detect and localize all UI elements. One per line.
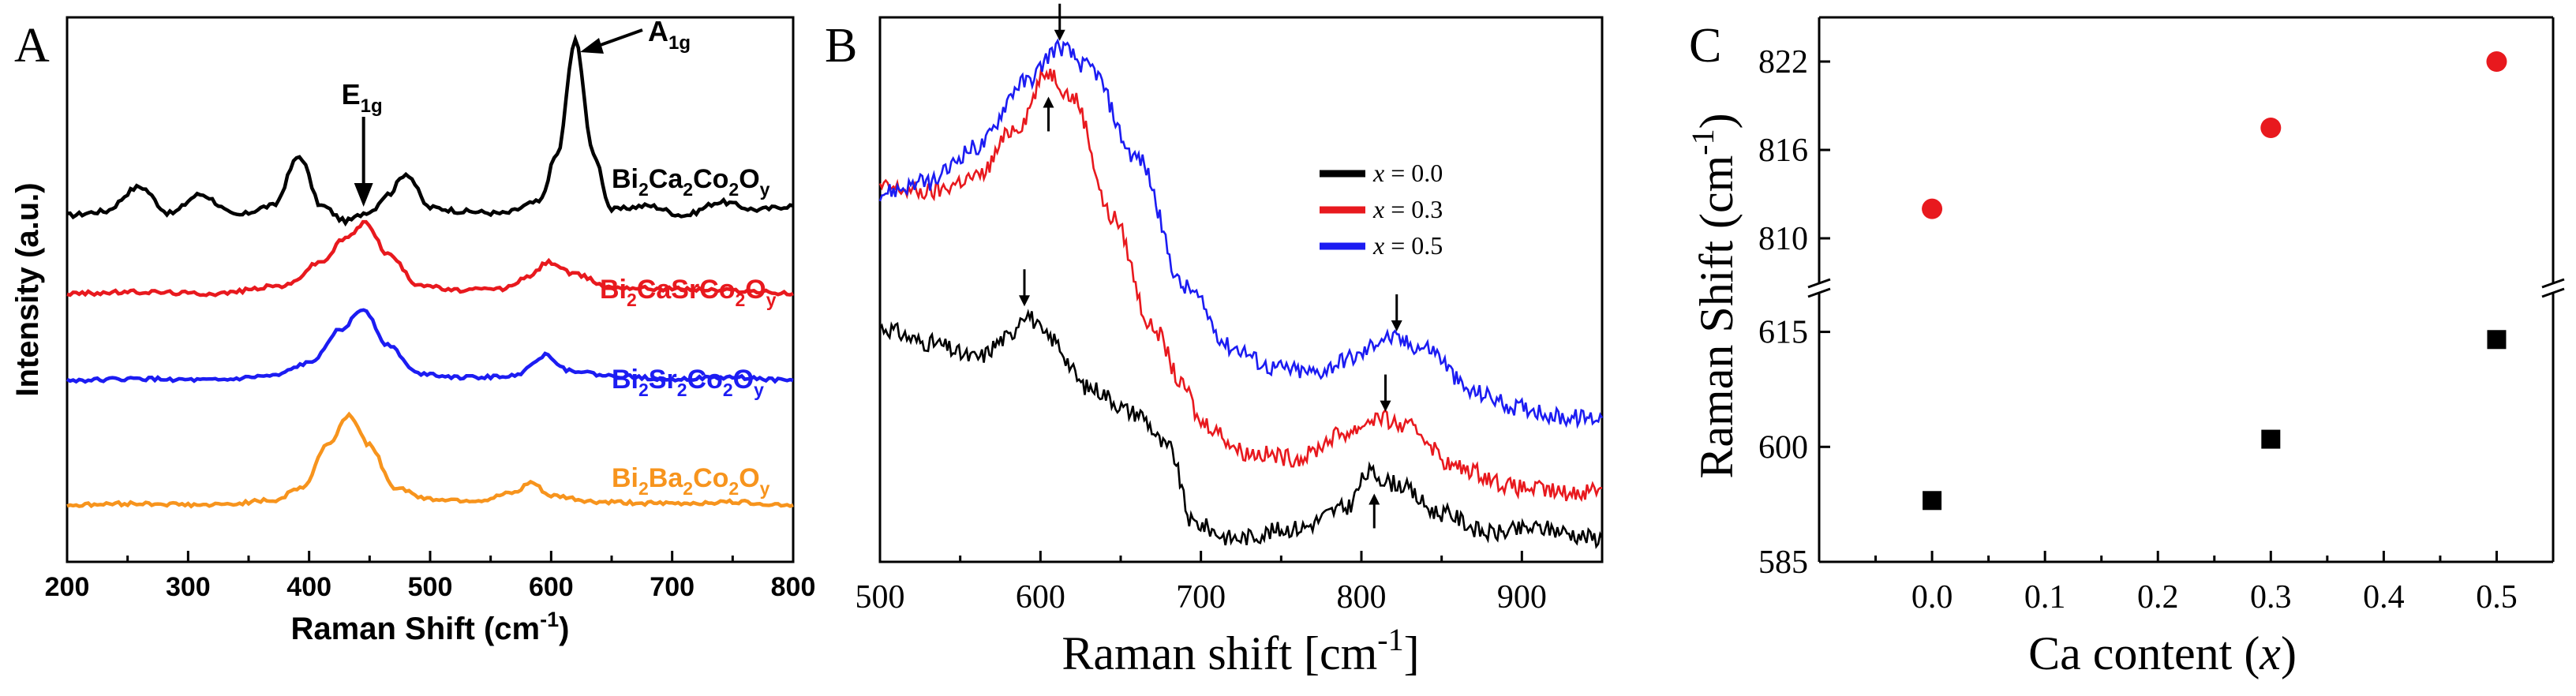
panel-c: 0.0 0.1 0.2 0.3 0.4 0.5 810 816 822 585 600 615 Ram… — [1685, 16, 2565, 679]
panel-b-legend-label: x = 0.0 — [1372, 159, 1443, 187]
panel-b-xtick-label: 700 — [1176, 579, 1226, 616]
panel-b-xtick-label: 600 — [1016, 579, 1065, 616]
panel-c-ytick-label: 615 — [1758, 315, 1808, 351]
panel-c-point-a1g — [1922, 198, 1943, 219]
panel-c-xtick-label: 0.3 — [2250, 579, 2292, 616]
panel-b: 500 600 700 800 900 x = 0.0 x = 0.3 x = 0.5 Ra… — [856, 3, 1604, 679]
panel-a-series-line — [66, 33, 794, 227]
panel-a-series-label: Bi2Ba2Co2Oy — [612, 463, 770, 499]
panel-b-xtick-label: 800 — [1337, 579, 1387, 616]
panel-letter-b: B — [825, 19, 857, 73]
panel-b-series-line — [878, 309, 1604, 549]
panel-a-xtick-label: 200 — [45, 572, 90, 602]
panel-c-xtick-label: 0.4 — [2363, 579, 2405, 616]
panel-b-xtick-label: 500 — [856, 579, 905, 616]
panel-b-series-line — [878, 67, 1603, 503]
panel-a: Bi2Ca2Co2Oy Bi2CaSrCo2Oy Bi2Sr2Co2Oy Bi2Ba2… — [10, 15, 815, 646]
panel-b-peak-arrowhead — [1391, 320, 1402, 331]
panel-letter-a: A — [14, 19, 50, 73]
panel-c-axis-break — [1807, 278, 1831, 289]
panel-a-series-line — [66, 219, 794, 297]
panel-a-xtick-label: 400 — [286, 572, 331, 602]
panel-a-series-label: Bi2Sr2Co2Oy — [612, 365, 764, 400]
panel-c-point-e1g — [2261, 429, 2281, 449]
panel-c-ytick-label: 822 — [1758, 44, 1808, 80]
panel-c-axis-break — [2541, 287, 2565, 298]
panel-c-ytick-label: 585 — [1758, 544, 1808, 581]
panel-b-peak-arrowhead — [1043, 96, 1054, 108]
panel-c-xtick-label: 0.0 — [1911, 579, 1953, 616]
panel-b-series-line — [878, 38, 1604, 429]
panel-a-xlabel: Raman Shift (cm-1) — [291, 608, 570, 646]
panel-b-peak-arrowhead — [1368, 493, 1380, 505]
panel-c-ytick-label: 816 — [1758, 133, 1808, 169]
panel-a-series-label: Bi2CaSrCo2Oy — [600, 275, 777, 310]
panel-c-axis-break — [2541, 278, 2565, 289]
panel-c-point-a1g — [2260, 118, 2282, 138]
panel-letter-c: C — [1689, 19, 1721, 73]
panel-a-xtick-label: 500 — [408, 572, 453, 602]
panel-c-point-e1g — [1923, 491, 1942, 511]
panel-c-xtick-label: 0.5 — [2476, 579, 2518, 616]
panel-a-a1g-arrowhead — [580, 38, 604, 54]
panel-a-xtick-label: 800 — [771, 572, 816, 602]
panel-a-xtick-label: 600 — [529, 572, 574, 602]
panel-b-peak-arrowhead — [1019, 295, 1030, 307]
panel-c-ytick-label: 810 — [1758, 221, 1808, 257]
panel-c-xtick-label: 0.2 — [2137, 579, 2179, 616]
panel-b-plot-frame — [878, 16, 1604, 563]
panel-a-series-label: Bi2Ca2Co2Oy — [612, 164, 770, 200]
panel-b-xlabel: Raman shift [cm-1] — [1061, 622, 1419, 679]
panel-a-xtick-label: 700 — [650, 572, 695, 602]
panel-c-xtick-label: 0.1 — [2024, 579, 2066, 616]
panel-a-series-line — [66, 308, 794, 384]
panel-b-xtick-label: 900 — [1497, 579, 1547, 616]
panel-c-axis-break — [1807, 287, 1831, 298]
panel-a-a1g-label: A1g — [648, 15, 691, 54]
panel-c-ylabel: Raman Shift (cm-1) — [1685, 113, 1743, 478]
panel-c-point-e1g — [2487, 330, 2507, 350]
panel-c-ytick-label: 600 — [1758, 429, 1808, 466]
panel-b-peak-arrowhead — [1054, 29, 1065, 41]
panel-a-series-line — [66, 411, 794, 509]
panel-c-point-a1g — [2486, 51, 2507, 72]
panel-a-ylabel: Intensity (a.u.) — [10, 182, 45, 396]
panel-c-xlabel: Ca content (x) — [2028, 627, 2297, 679]
panel-a-xtick-label: 300 — [166, 572, 211, 602]
panel-b-legend-label: x = 0.5 — [1372, 231, 1443, 260]
panel-b-peak-arrowhead — [1380, 400, 1391, 412]
panel-a-e1g-arrowhead — [354, 183, 373, 207]
panel-a-e1g-label: E1g — [342, 78, 383, 117]
panel-b-legend-label: x = 0.3 — [1372, 195, 1443, 223]
